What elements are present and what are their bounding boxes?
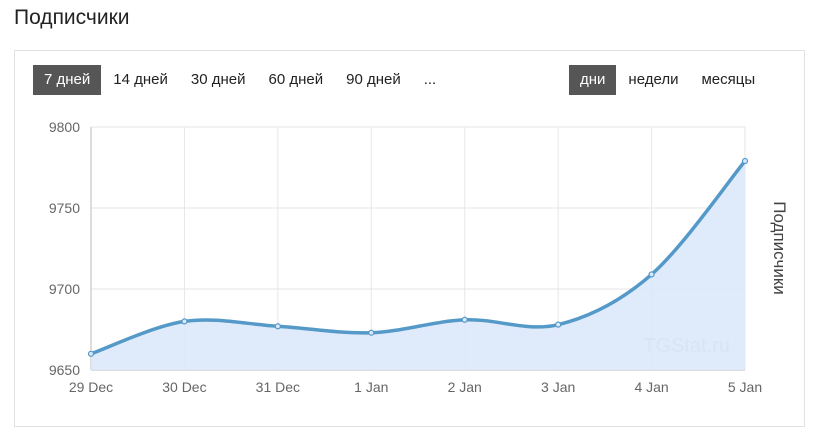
range-tab[interactable]: 90 дней (346, 71, 401, 88)
x-tick-label: 29 Dec (69, 379, 113, 395)
range-tabs: 7 дней 14 дней 30 дней 60 дней 90 дней... (33, 65, 448, 95)
x-tick-label: 2 Jan (448, 379, 482, 395)
x-tick-label: 4 Jan (634, 379, 668, 395)
point (555, 321, 562, 328)
grouping-tab[interactable]: дни (569, 65, 617, 95)
y-axis-label: Подписчики (770, 201, 789, 295)
y-tick-label: 9650 (49, 362, 80, 378)
range-tab[interactable]: ... (423, 71, 437, 88)
y-tick-label: 9800 (49, 119, 80, 135)
point (181, 318, 188, 325)
point (274, 323, 281, 330)
point (461, 316, 468, 323)
x-tick-label: 1 Jan (354, 379, 388, 395)
point (648, 271, 655, 278)
y-tick-label: 9750 (49, 200, 80, 216)
point (87, 350, 95, 357)
range-tab[interactable]: 14 дней (113, 71, 168, 88)
panel (14, 50, 805, 427)
point (741, 157, 749, 165)
grouping-tab[interactable]: месяцы (701, 71, 756, 88)
area (91, 161, 745, 370)
range-tab[interactable]: 30 дней (190, 71, 246, 88)
page-title: Подписчики (14, 6, 130, 29)
point (368, 329, 375, 336)
x-tick-label: 30 Dec (162, 379, 206, 395)
x-tick-label: 31 Dec (256, 379, 300, 395)
y-tick-label: 9700 (49, 281, 80, 297)
x-tick-label: 5 Jan (728, 379, 762, 395)
range-tab[interactable]: 7 дней (33, 65, 102, 95)
grouping-tab[interactable]: недели (628, 71, 679, 88)
range-tab[interactable]: 60 дней (268, 71, 324, 88)
grouping-tabs: дни недели месяцы (569, 65, 767, 95)
x-tick-label: 3 Jan (541, 379, 575, 395)
